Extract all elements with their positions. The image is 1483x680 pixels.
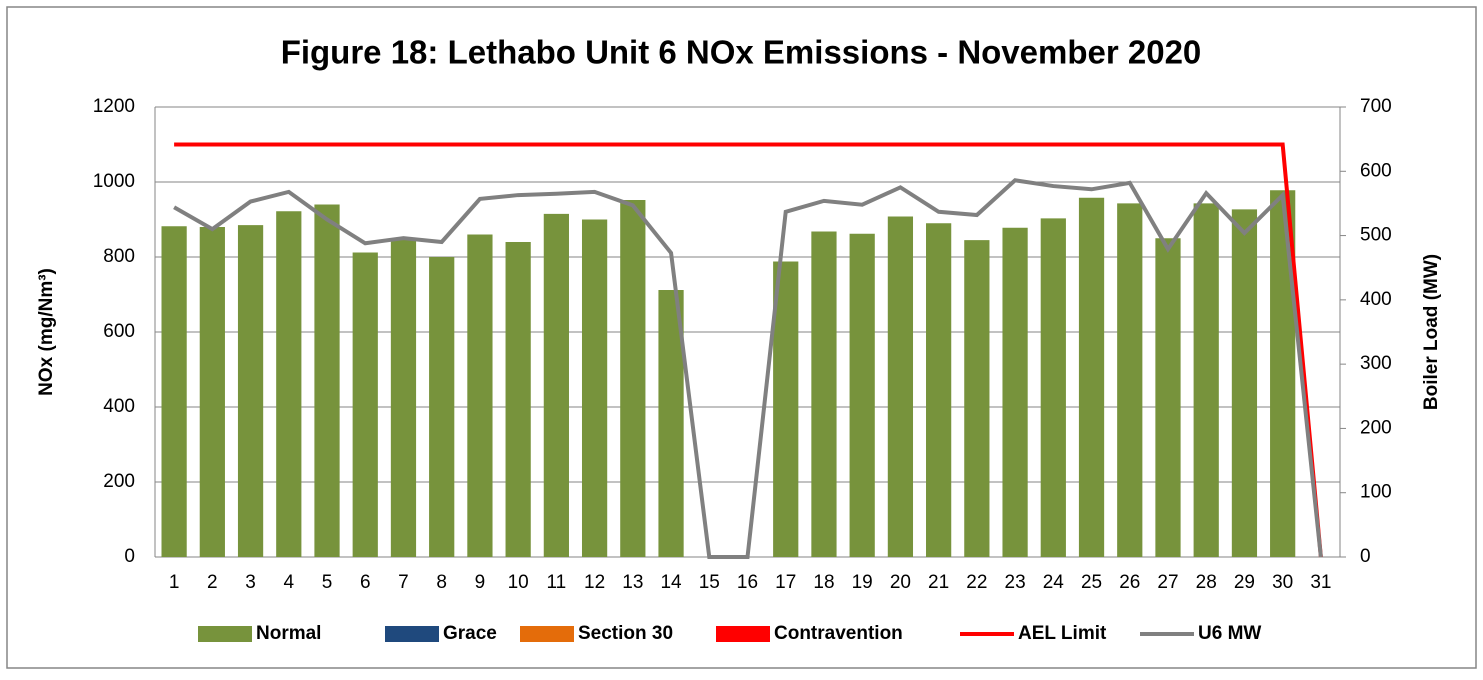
x-tick-label: 12 bbox=[584, 572, 605, 593]
bar bbox=[849, 233, 875, 557]
y-tick-label: 200 bbox=[103, 471, 135, 492]
x-tick-label: 3 bbox=[245, 572, 256, 593]
x-tick-label: 9 bbox=[475, 572, 486, 593]
bar bbox=[199, 227, 225, 557]
bar bbox=[811, 231, 837, 557]
x-tick-label: 25 bbox=[1081, 572, 1102, 593]
y-tick-label: 1000 bbox=[93, 171, 135, 192]
chart-title: Figure 18: Lethabo Unit 6 NOx Emissions … bbox=[281, 34, 1202, 71]
bar bbox=[1002, 227, 1028, 557]
x-tick-label: 17 bbox=[775, 572, 796, 593]
x-tick-label: 13 bbox=[622, 572, 643, 593]
bar bbox=[276, 211, 302, 557]
y2-tick-label: 100 bbox=[1360, 482, 1392, 503]
bar bbox=[543, 213, 569, 557]
bar bbox=[1078, 197, 1105, 557]
legend-label: Contravention bbox=[774, 623, 903, 644]
x-tick-label: 23 bbox=[1005, 572, 1026, 593]
y2-tick-label: 300 bbox=[1360, 353, 1392, 374]
legend-swatch bbox=[385, 626, 439, 642]
bar bbox=[161, 226, 187, 557]
x-tick-label: 14 bbox=[660, 572, 682, 593]
x-tick-label: 31 bbox=[1310, 572, 1331, 593]
bar bbox=[887, 216, 914, 557]
y2-tick-label: 200 bbox=[1360, 417, 1392, 438]
legend-label: Grace bbox=[443, 623, 497, 644]
y-tick-label: 400 bbox=[103, 396, 135, 417]
y-axis-label: NOx (mg/Nm³) bbox=[36, 268, 57, 396]
x-tick-label: 15 bbox=[699, 572, 720, 593]
bar bbox=[1040, 218, 1066, 557]
x-tick-label: 18 bbox=[813, 572, 834, 593]
bar bbox=[1117, 203, 1143, 557]
x-tick-label: 5 bbox=[322, 572, 333, 593]
x-tick-label: 24 bbox=[1043, 572, 1065, 593]
x-tick-label: 28 bbox=[1196, 572, 1217, 593]
x-tick-label: 6 bbox=[360, 572, 371, 593]
x-tick-label: 27 bbox=[1157, 572, 1178, 593]
y2-tick-label: 0 bbox=[1360, 546, 1371, 567]
y2-axis-label: Boiler Load (MW) bbox=[1421, 254, 1442, 410]
x-tick-label: 4 bbox=[284, 572, 295, 593]
y-tick-label: 600 bbox=[103, 321, 135, 342]
bar bbox=[581, 219, 608, 557]
bar bbox=[964, 240, 990, 557]
y-tick-label: 0 bbox=[124, 546, 135, 567]
x-tick-label: 8 bbox=[436, 572, 447, 593]
bar bbox=[1155, 238, 1181, 557]
legend-label: Section 30 bbox=[578, 623, 673, 644]
bar bbox=[314, 204, 340, 557]
x-tick-label: 7 bbox=[398, 572, 409, 593]
x-tick-label: 1 bbox=[169, 572, 180, 593]
x-tick-label: 20 bbox=[890, 572, 911, 593]
legend-label: U6 MW bbox=[1198, 623, 1261, 644]
line-series bbox=[173, 178, 1323, 559]
bar bbox=[1231, 209, 1258, 557]
bar bbox=[620, 200, 646, 557]
legend-swatch bbox=[716, 626, 770, 642]
bar bbox=[237, 225, 264, 557]
y2-tick-label: 500 bbox=[1360, 225, 1392, 246]
x-tick-label: 26 bbox=[1119, 572, 1140, 593]
legend-label: Normal bbox=[256, 623, 321, 644]
y2-tick-label: 400 bbox=[1360, 289, 1392, 310]
x-tick-label: 29 bbox=[1234, 572, 1255, 593]
y2-tick-label: 600 bbox=[1360, 160, 1392, 181]
legend-swatch bbox=[520, 626, 574, 642]
x-tick-label: 2 bbox=[207, 572, 218, 593]
bar bbox=[1193, 203, 1219, 557]
line-series bbox=[174, 142, 1323, 558]
y-tick-label: 1200 bbox=[93, 96, 135, 117]
x-tick-label: 16 bbox=[737, 572, 758, 593]
bar bbox=[773, 261, 799, 557]
legend-label: AEL Limit bbox=[1018, 623, 1107, 644]
x-tick-label: 22 bbox=[966, 572, 987, 593]
x-tick-label: 30 bbox=[1272, 572, 1293, 593]
x-tick-label: 11 bbox=[547, 572, 567, 593]
x-tick-label: 21 bbox=[928, 572, 949, 593]
bar bbox=[352, 252, 378, 557]
bar bbox=[467, 234, 493, 557]
bar bbox=[429, 257, 455, 557]
bar bbox=[390, 239, 417, 557]
x-tick-label: 19 bbox=[852, 572, 873, 593]
x-tick-label: 10 bbox=[508, 572, 529, 593]
legend-swatch bbox=[198, 626, 252, 642]
y2-tick-label: 700 bbox=[1360, 96, 1392, 117]
y-tick-label: 800 bbox=[103, 246, 135, 267]
bar bbox=[505, 242, 531, 557]
bar bbox=[926, 223, 952, 557]
